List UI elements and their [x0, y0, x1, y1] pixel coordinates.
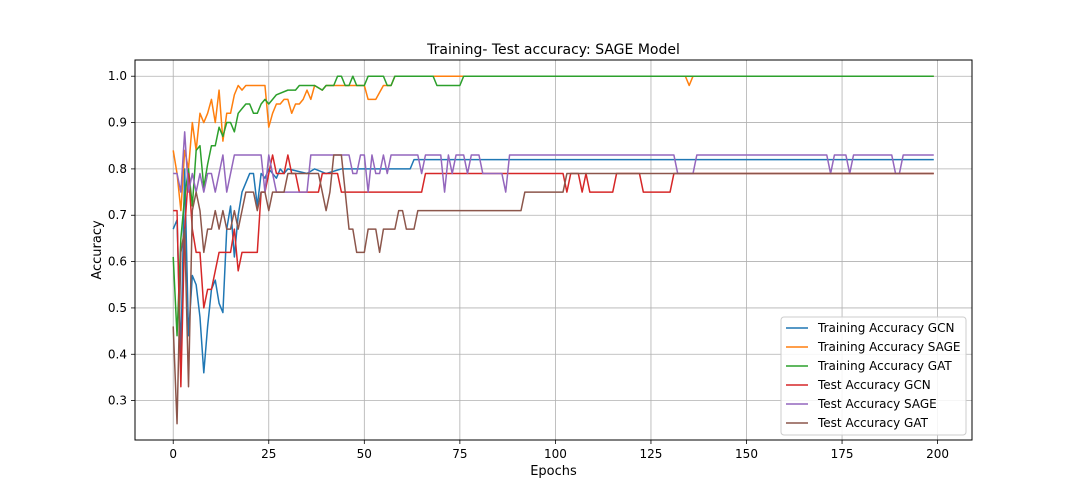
series-line-training-accuracy-gcn — [172, 158, 934, 374]
x-tick-label: 175 — [831, 447, 854, 461]
x-axis-label: Epochs — [530, 464, 577, 479]
x-tick-label: 200 — [926, 447, 949, 461]
series-line-test-accuracy-gat — [172, 154, 934, 425]
y-tick-label: 0.9 — [108, 116, 127, 130]
x-tick-label: 100 — [544, 447, 567, 461]
legend-label: Test Accuracy SAGE — [817, 397, 937, 411]
series-layer — [172, 75, 934, 425]
x-tick-label: 75 — [452, 447, 467, 461]
x-tick-label: 0 — [169, 447, 177, 461]
series-line-test-accuracy-sage — [173, 131, 934, 193]
plot-frame — [134, 59, 973, 441]
ticks: 0 25 50 75 100 125 150 175 200 0.3 0.4 0.5 0.6 0.7 0.8… — [108, 69, 949, 461]
y-tick-label: 0.8 — [108, 162, 127, 176]
series-line-training-accuracy-sage — [172, 75, 934, 212]
y-tick-label: 1.0 — [108, 69, 127, 83]
y-tick-label: 0.7 — [108, 208, 127, 222]
legend-label: Training Accuracy GCN — [817, 321, 954, 335]
x-tick-label: 150 — [735, 447, 758, 461]
y-axis-label: Accuracy — [90, 220, 105, 280]
y-tick-label: 0.4 — [108, 347, 127, 361]
x-tick-label: 125 — [640, 447, 663, 461]
legend-label: Test Accuracy GAT — [817, 416, 929, 430]
chart-title: Training- Test accuracy: SAGE Model — [426, 42, 680, 58]
series-line-training-accuracy-gat — [172, 75, 934, 337]
series-line-test-accuracy-gcn — [173, 154, 934, 388]
x-tick-label: 50 — [357, 447, 372, 461]
y-tick-label: 0.5 — [108, 301, 127, 315]
legend-label: Test Accuracy GCN — [817, 378, 931, 392]
legend-label: Training Accuracy GAT — [817, 359, 952, 373]
legend: Training Accuracy GCN Training Accuracy S… — [780, 316, 967, 436]
y-tick-label: 0.3 — [108, 394, 127, 408]
y-tick-label: 0.6 — [108, 255, 127, 269]
legend-box — [780, 316, 967, 436]
legend-label: Training Accuracy SAGE — [817, 340, 960, 354]
x-tick-label: 25 — [261, 447, 276, 461]
